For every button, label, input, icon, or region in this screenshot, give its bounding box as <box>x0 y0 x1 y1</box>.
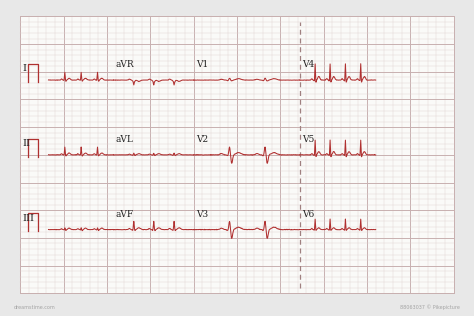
Text: I: I <box>22 64 27 73</box>
Text: V6: V6 <box>302 210 314 219</box>
FancyBboxPatch shape <box>20 16 454 293</box>
Text: V2: V2 <box>196 135 208 144</box>
Text: V5: V5 <box>302 135 314 144</box>
Text: V1: V1 <box>196 60 208 69</box>
Text: V3: V3 <box>196 210 208 219</box>
Text: II: II <box>22 139 30 148</box>
Text: III: III <box>22 214 35 223</box>
Text: aVL: aVL <box>116 135 134 144</box>
Text: aVR: aVR <box>116 60 134 69</box>
Text: V4: V4 <box>302 60 314 69</box>
Text: dreamstime.com: dreamstime.com <box>14 305 56 310</box>
Text: 88063037 © Pikepicture: 88063037 © Pikepicture <box>400 305 460 310</box>
Text: aVF: aVF <box>116 210 134 219</box>
